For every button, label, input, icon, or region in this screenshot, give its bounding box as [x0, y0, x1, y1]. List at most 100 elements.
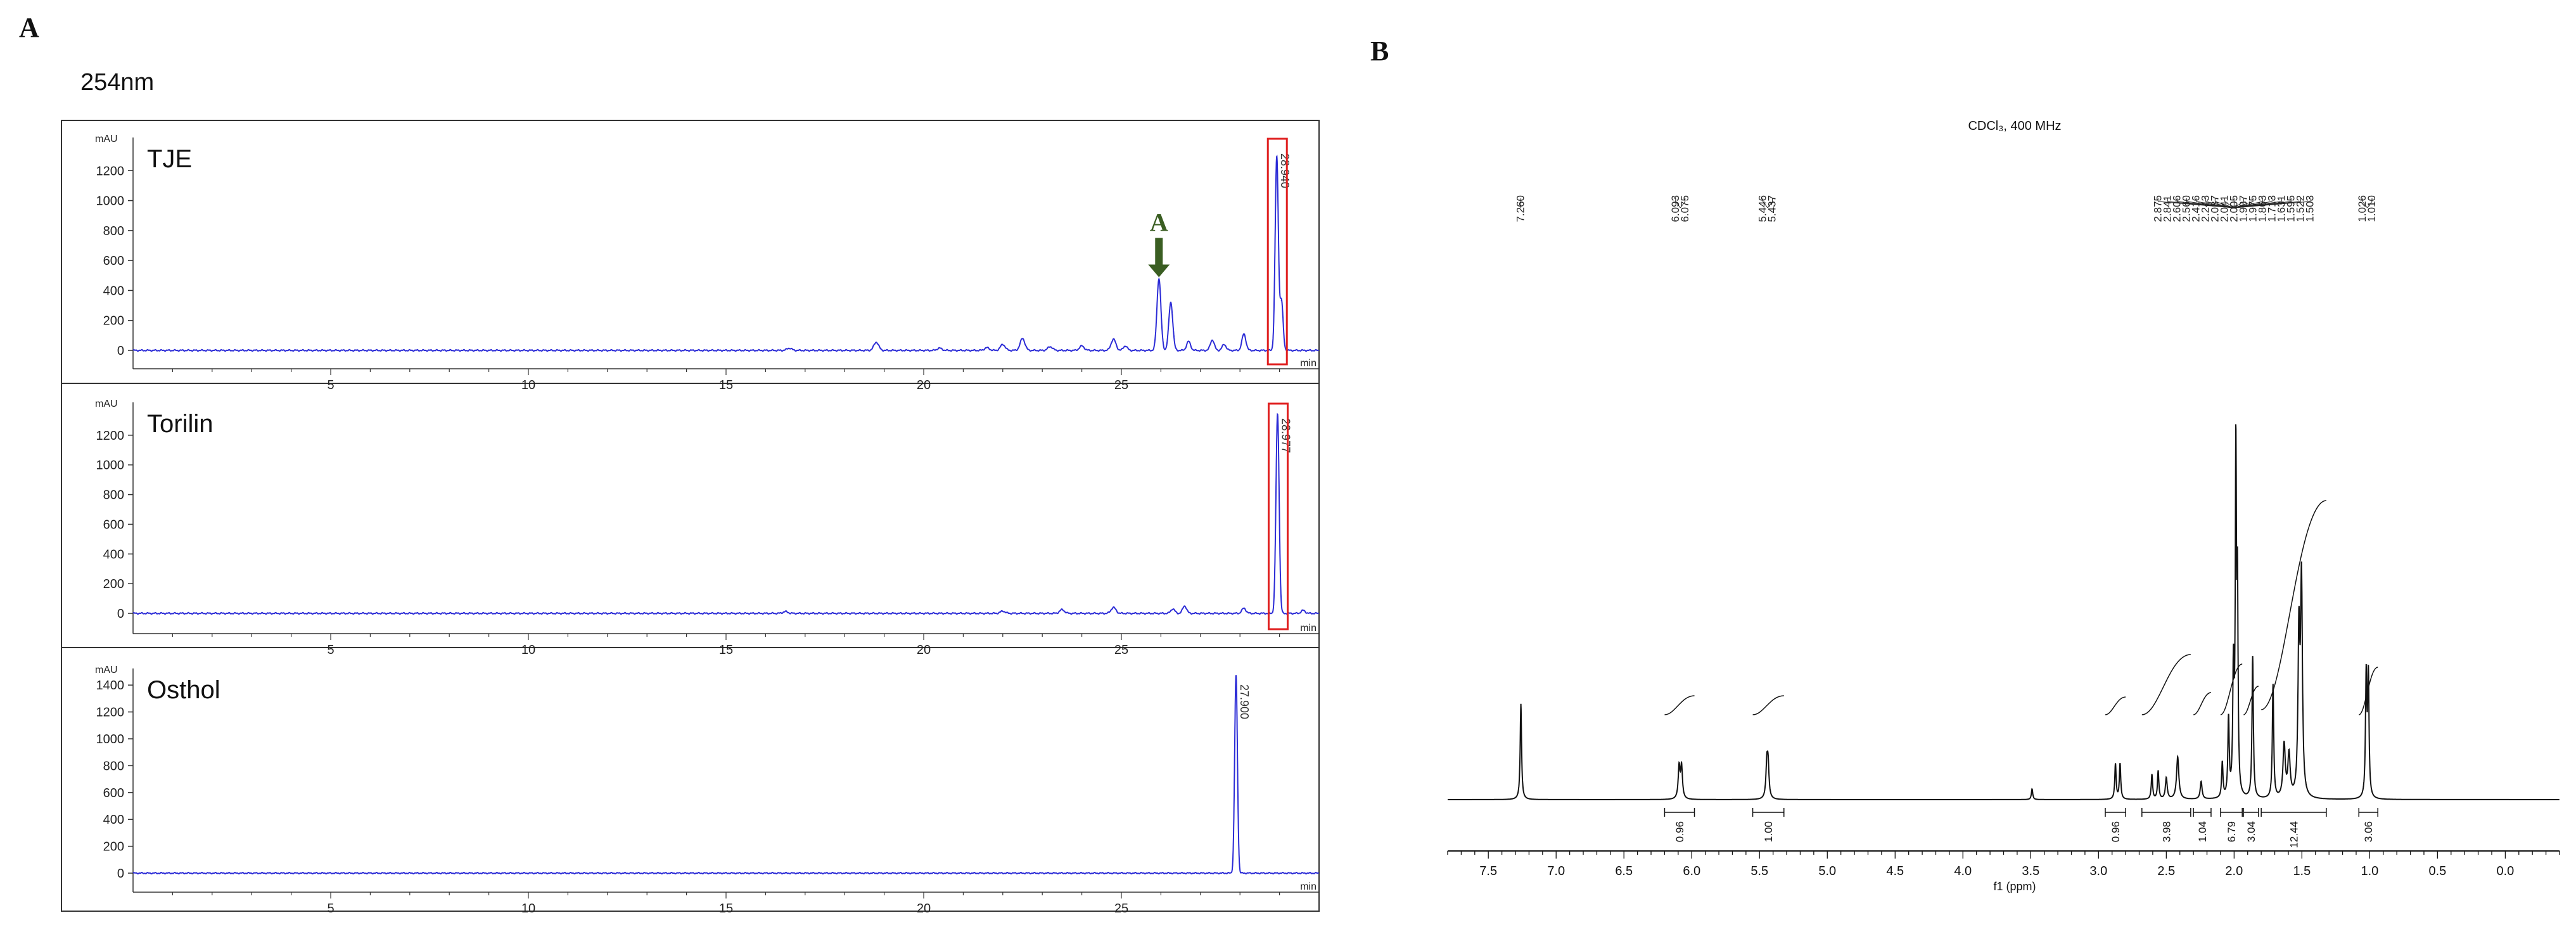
chromatogram-trace: [132, 155, 1320, 352]
y-tick-label: 1200: [96, 164, 125, 178]
peak-shift-label: 6.093: [1669, 195, 1681, 222]
y-tick-label: 800: [103, 489, 124, 502]
peak-shift-label: 5.446: [1757, 195, 1769, 222]
y-axis-unit: mAU: [95, 665, 118, 675]
ppm-tick-label: 2.0: [2225, 864, 2243, 878]
label-leader: [2367, 201, 2373, 208]
integral-curve: [1664, 695, 1695, 715]
x-tick-label: 25: [1114, 902, 1128, 916]
chromatogram-frame: [61, 120, 1320, 912]
chromatogram-trace: [132, 675, 1320, 875]
ppm-axis-label: f1 (ppm): [1993, 880, 2036, 893]
peak-shift-label: 2.087: [2209, 195, 2221, 222]
y-tick-label: 0: [117, 867, 124, 881]
chromatogram-trace: [132, 412, 1320, 615]
peak-shift-label: 1.863: [2256, 195, 2268, 222]
x-axis-unit: min: [1300, 358, 1317, 369]
ppm-tick-label: 3.0: [2089, 864, 2107, 878]
panel-a-letter: A: [19, 12, 39, 43]
highlight-box: [1267, 402, 1289, 630]
y-tick-label: 1000: [96, 195, 125, 208]
integral-curve: [2105, 696, 2126, 715]
peak-shift-label: 1.026: [2356, 195, 2368, 222]
y-tick-label: 0: [117, 607, 124, 621]
peak-shift-label: 6.075: [1679, 195, 1691, 222]
integral-value: 3.04: [2245, 821, 2257, 842]
label-leader: [2234, 201, 2244, 208]
x-tick-label: 5: [327, 378, 334, 392]
label-leader: [2215, 201, 2235, 208]
x-tick-label: 15: [719, 643, 733, 657]
y-tick-label: 600: [103, 786, 124, 800]
y-tick-label: 1400: [96, 679, 125, 693]
y-tick-label: 0: [117, 344, 124, 358]
peak-shift-label: 2.005: [2228, 195, 2240, 222]
label-leader: [1680, 201, 1686, 208]
integral-curve: [2193, 692, 2212, 715]
ppm-tick-label: 3.5: [2022, 864, 2039, 878]
chromatogram-title: Osthol: [147, 676, 220, 704]
integral-value: 0.96: [2110, 821, 2122, 842]
chromatogram-tje: mAU 0 200 400 600 800 1000 1200 5 10 15 20 25 min TJE 2…: [95, 134, 1320, 392]
peak-shift-label: 1.987: [2237, 195, 2249, 222]
label-leader: [1675, 201, 1681, 208]
integral-value: 1.04: [2197, 821, 2209, 842]
x-axis-unit: min: [1300, 623, 1317, 634]
integral-curve: [2243, 686, 2259, 715]
integral-value: 1.00: [1763, 821, 1775, 842]
integral-value: 0.96: [1674, 821, 1686, 842]
integral-curve: [2358, 667, 2378, 715]
x-tick-label: 20: [917, 378, 931, 392]
peak-retention-label: 27.900: [1238, 684, 1251, 719]
nmr-title: CDCl₃, 400 MHz: [1968, 119, 2061, 133]
integral-curve: [2141, 654, 2191, 715]
x-tick-label: 20: [917, 902, 931, 916]
label-leader: [1767, 201, 1773, 208]
integral-curve: [2220, 663, 2243, 715]
x-tick-label: 5: [327, 902, 334, 916]
label-leader: [2224, 201, 2235, 208]
x-axis-unit: min: [1300, 881, 1317, 892]
peak-retention-label: 28.977: [1279, 418, 1292, 453]
ppm-tick-label: 1.0: [2361, 864, 2378, 878]
y-tick-label: 400: [103, 547, 124, 561]
ppm-tick-label: 5.0: [1818, 864, 1836, 878]
y-tick-label: 1200: [96, 429, 125, 443]
ppm-tick-label: 4.0: [1954, 864, 1972, 878]
peak-retention-label: 28.940: [1278, 153, 1291, 188]
integral-value: 6.79: [2226, 821, 2238, 842]
ppm-tick-label: 6.5: [1615, 864, 1633, 878]
chromatogram-title: Torilin: [147, 410, 213, 438]
ppm-tick-label: 0.0: [2496, 864, 2514, 878]
x-tick-label: 10: [521, 378, 535, 392]
x-tick-label: 25: [1114, 643, 1128, 657]
label-leader: [2234, 201, 2311, 208]
label-leader: [2234, 201, 2254, 208]
label-leader: [2362, 201, 2368, 208]
peak-shift-label: 2.041: [2218, 195, 2230, 222]
integral-curve: [2260, 500, 2326, 710]
ppm-tick-label: 5.5: [1750, 864, 1768, 878]
x-tick-label: 10: [521, 643, 535, 657]
peak-shift-label: 1.010: [2366, 195, 2378, 222]
arrow-shaft: [1155, 238, 1163, 266]
down-arrow-icon: [1148, 264, 1170, 278]
y-tick-label: 800: [103, 759, 124, 773]
integral-curve: [1752, 695, 1784, 715]
peak-shift-label: 5.437: [1766, 195, 1778, 222]
ppm-tick-label: 0.5: [2428, 864, 2446, 878]
y-axis-unit: mAU: [95, 134, 118, 144]
ppm-tick-label: 7.0: [1547, 864, 1565, 878]
y-tick-label: 800: [103, 224, 124, 238]
x-tick-label: 15: [719, 902, 733, 916]
ppm-tick-label: 6.0: [1683, 864, 1700, 878]
nmr-trace: [1448, 424, 2560, 800]
integral-value: 3.98: [2160, 821, 2172, 842]
y-tick-label: 200: [103, 314, 124, 328]
ppm-tick-label: 2.5: [2157, 864, 2175, 878]
x-tick-label: 25: [1114, 378, 1128, 392]
y-tick-label: 1000: [96, 459, 125, 473]
ppm-tick-label: 4.5: [1886, 864, 1904, 878]
y-tick-label: 1000: [96, 732, 125, 746]
